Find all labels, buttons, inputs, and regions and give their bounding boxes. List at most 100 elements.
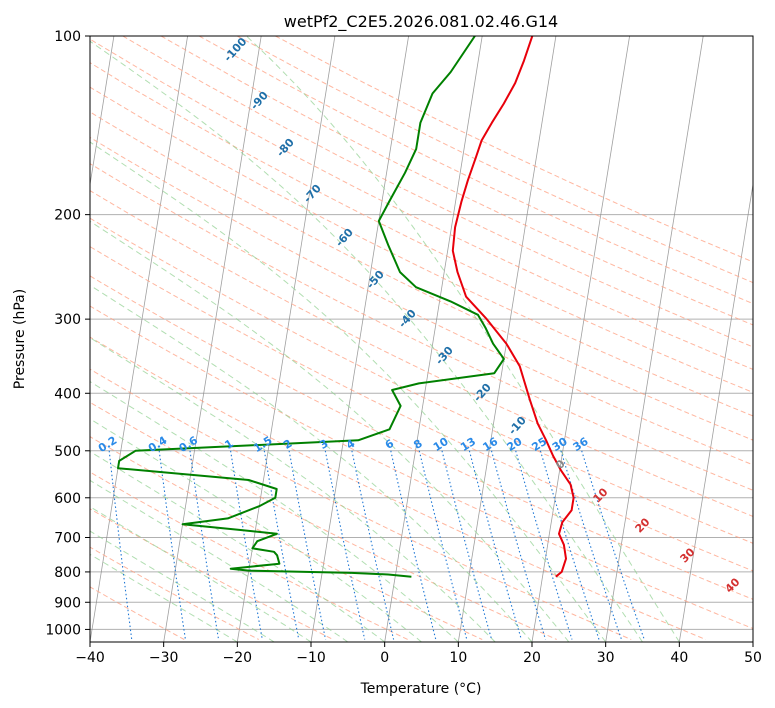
dry-adiabat-line xyxy=(90,217,753,544)
mixing-ratio-line xyxy=(390,450,437,640)
moist-adiabat-label: -60 xyxy=(333,226,356,250)
isotherm-line xyxy=(531,36,630,642)
moist-adiabat-label: -10 xyxy=(506,414,529,438)
dry-adiabat-line xyxy=(237,36,753,284)
isotherm-line xyxy=(90,36,115,187)
x-axis-label: Temperature (°C) xyxy=(360,681,482,697)
dry-adiabat-line xyxy=(90,336,706,640)
y-axis-label: Pressure (hPa) xyxy=(12,289,28,389)
mixing-ratio-line xyxy=(108,450,133,640)
isotherm-line xyxy=(678,182,753,642)
y-tick-label: 200 xyxy=(54,208,81,224)
mixing-ratio-line xyxy=(418,450,468,640)
dry-adiabat-line xyxy=(90,111,753,441)
y-tick-label: 800 xyxy=(54,565,81,581)
y-tick-label: 400 xyxy=(54,386,81,402)
moist-adiabat-label: -100 xyxy=(221,35,249,64)
chart-title: wetPf2_C2E5.2026.081.02.46.G14 xyxy=(284,12,558,32)
background-lines xyxy=(90,36,753,642)
moist-adiabat-line xyxy=(246,36,680,642)
moist-adiabat-label: -40 xyxy=(396,307,419,331)
dry-adiabat-line xyxy=(122,36,753,348)
plot-frame xyxy=(89,35,754,643)
moist-adiabat-label: -30 xyxy=(433,344,456,368)
mixing-ratio-label: 3 xyxy=(317,437,330,452)
dry-adiabat-line xyxy=(90,546,259,640)
isotherm-line xyxy=(457,36,557,642)
moist-adiabat-line xyxy=(90,530,275,642)
mixing-ratio-line xyxy=(468,450,522,640)
y-tick-label: 300 xyxy=(54,312,81,328)
dry-adiabat-line xyxy=(90,275,753,600)
line-labels: 0.2 0.4 0.6 1 1.5 2 3 4 6 8 10 13 16 20 25 30 36-100-90-… xyxy=(96,35,743,596)
isotherm-line xyxy=(752,639,753,642)
mixing-ratio-label: 0.2 xyxy=(96,434,119,455)
isotherm-line xyxy=(163,36,262,642)
moist-adiabat-line xyxy=(90,381,459,642)
x-tick-label: −40 xyxy=(75,650,105,666)
dry-adiabat-line xyxy=(90,163,753,491)
dry-adiabat-line xyxy=(90,62,753,393)
y-tick-label: 900 xyxy=(54,595,81,611)
moist-adiabat-line xyxy=(90,450,386,642)
y-tick-label: 100 xyxy=(54,29,81,45)
isotherm-line xyxy=(236,36,336,642)
y-tick-label: 1000 xyxy=(45,622,81,638)
moist-adiabat-line xyxy=(90,553,238,642)
y-tick-label: 500 xyxy=(54,444,81,460)
y-tick-label: 700 xyxy=(54,531,81,547)
y-axis: 100 200 300 400 500 600 700 800 900 1000 xyxy=(45,29,90,638)
mixing-ratio-line xyxy=(158,450,186,640)
y-tick-label: 600 xyxy=(54,491,81,507)
x-tick-label: 40 xyxy=(670,650,688,666)
dry-adiabat-line xyxy=(90,38,753,370)
mixing-ratio-line xyxy=(581,450,645,640)
mixing-ratio-line xyxy=(263,450,300,640)
dry-adiabat-line xyxy=(90,508,334,640)
x-tick-label: 0 xyxy=(380,650,389,666)
moist-adiabat-line xyxy=(90,220,570,642)
moist-adiabat-label: -70 xyxy=(301,182,324,206)
mixing-ratio-line xyxy=(288,450,327,640)
dry-adiabat-line xyxy=(90,136,753,466)
x-tick-label: 30 xyxy=(597,650,615,666)
mixing-ratio-label: 8 xyxy=(411,437,424,452)
mixing-ratio-label: 1.5 xyxy=(251,434,274,455)
dry-adiabat-line xyxy=(90,401,557,640)
x-tick-label: −20 xyxy=(223,650,253,666)
mixing-ratio-line xyxy=(351,450,395,640)
x-tick-label: 10 xyxy=(449,650,467,666)
x-tick-label: 50 xyxy=(744,650,762,666)
temperature-line xyxy=(451,36,575,578)
moist-adiabat-line xyxy=(90,418,422,642)
moist-adiabat-label: -80 xyxy=(274,136,297,160)
x-axis: −40 −30 −20 −10 0 10 20 30 40 50 xyxy=(75,642,762,666)
dry-adiabat-label: 40 xyxy=(723,575,743,595)
mixing-ratio-line xyxy=(560,450,623,640)
moist-adiabat-line xyxy=(90,141,607,642)
dry-adiabat-line xyxy=(90,436,483,640)
dewpoint-line xyxy=(117,36,505,578)
isotherm-line xyxy=(384,36,483,642)
mixing-ratio-label: 6 xyxy=(383,437,397,452)
x-tick-label: −30 xyxy=(149,650,179,666)
isotherm-line xyxy=(310,36,409,642)
dry-adiabat-label: 20 xyxy=(633,515,653,535)
mixing-ratio-line xyxy=(230,450,263,640)
mixing-ratio-line xyxy=(441,450,493,640)
mixing-ratio-label: 2 xyxy=(281,437,294,452)
dry-adiabat-line xyxy=(90,305,753,630)
mixing-ratio-line xyxy=(324,450,366,640)
dry-adiabat-line xyxy=(90,368,632,640)
mixing-ratio-line xyxy=(515,450,573,640)
moist-adiabat-line xyxy=(90,40,643,642)
mixing-ratio-line xyxy=(539,450,600,640)
dry-adiabat-line xyxy=(90,246,753,572)
x-tick-label: 20 xyxy=(523,650,541,666)
moist-adiabat-line xyxy=(90,479,349,642)
x-tick-label: −10 xyxy=(296,650,326,666)
dry-adiabat-line xyxy=(90,190,753,517)
moist-adiabat-line xyxy=(90,337,496,642)
mixing-ratio-label: 4 xyxy=(344,437,358,452)
